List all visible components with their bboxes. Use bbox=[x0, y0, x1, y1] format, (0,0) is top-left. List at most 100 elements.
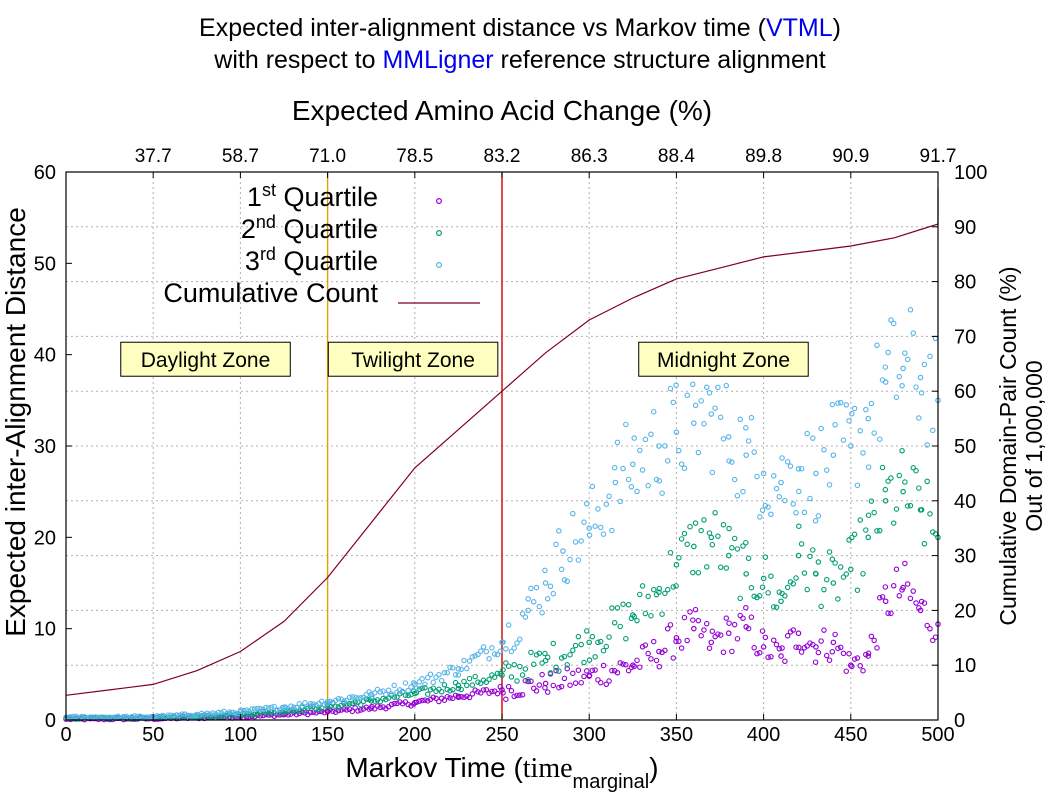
data-point bbox=[835, 400, 841, 406]
data-point bbox=[491, 688, 498, 694]
x-label-time: time bbox=[523, 753, 573, 784]
data-point bbox=[826, 549, 833, 555]
data-point bbox=[436, 671, 442, 678]
data-point bbox=[865, 464, 872, 470]
data-point bbox=[224, 710, 230, 717]
data-point bbox=[656, 443, 662, 449]
x-tick-labels: 0 50 100 150 200 250 300 350 400 450 500 bbox=[60, 714, 955, 746]
data-point bbox=[768, 511, 774, 517]
data-point bbox=[184, 712, 191, 719]
data-point bbox=[910, 588, 916, 594]
x-tick-label: 250 bbox=[485, 724, 518, 746]
data-point bbox=[318, 705, 325, 711]
data-point bbox=[734, 636, 741, 642]
data-point bbox=[592, 523, 598, 529]
data-point bbox=[757, 514, 763, 520]
data-point bbox=[871, 637, 877, 644]
title-text: reference structure alignment bbox=[494, 46, 826, 74]
data-point bbox=[639, 467, 646, 473]
data-point bbox=[823, 652, 830, 659]
data-point bbox=[450, 687, 456, 693]
data-point bbox=[475, 689, 481, 695]
data-point bbox=[695, 449, 702, 456]
data-point bbox=[327, 698, 333, 705]
data-point bbox=[385, 695, 392, 701]
data-point bbox=[840, 437, 847, 443]
data-point bbox=[910, 330, 916, 336]
data-point bbox=[67, 714, 74, 720]
data-point bbox=[597, 524, 604, 531]
data-point bbox=[807, 553, 813, 560]
data-point bbox=[586, 532, 593, 538]
data-point bbox=[517, 636, 523, 643]
data-point bbox=[910, 465, 916, 471]
data-point bbox=[650, 638, 657, 645]
data-point bbox=[525, 607, 531, 614]
data-point bbox=[708, 639, 715, 646]
data-point bbox=[341, 698, 347, 704]
data-point bbox=[464, 665, 470, 672]
data-point bbox=[215, 709, 222, 716]
data-point bbox=[709, 628, 716, 635]
data-point bbox=[254, 705, 261, 712]
data-point bbox=[642, 642, 649, 648]
data-point bbox=[544, 654, 551, 661]
data-point bbox=[464, 693, 470, 700]
data-point bbox=[840, 650, 847, 657]
data-point bbox=[533, 688, 540, 694]
data-point bbox=[823, 467, 830, 473]
data-point bbox=[176, 712, 183, 719]
data-point bbox=[617, 498, 623, 505]
data-point bbox=[751, 593, 757, 600]
data-point bbox=[812, 570, 819, 577]
data-point bbox=[316, 706, 322, 712]
x2-tick-label: 88.4 bbox=[658, 146, 695, 167]
x2-tick-labels: 37.7 58.7 71.0 78.5 83.2 86.3 88.4 89.8 90.9 91.7 bbox=[135, 146, 956, 178]
data-point bbox=[890, 320, 897, 327]
data-point bbox=[567, 682, 573, 688]
data-point bbox=[427, 686, 434, 693]
data-point bbox=[522, 614, 529, 620]
data-point bbox=[916, 415, 922, 421]
data-point bbox=[706, 390, 713, 396]
data-point bbox=[795, 630, 802, 637]
data-point bbox=[544, 689, 551, 695]
data-point bbox=[388, 691, 395, 697]
data-point bbox=[751, 449, 757, 455]
x-tick-label: 400 bbox=[747, 724, 780, 746]
data-point bbox=[371, 698, 378, 704]
data-point bbox=[249, 706, 255, 712]
data-point bbox=[455, 694, 462, 701]
data-point bbox=[743, 425, 749, 431]
data-point bbox=[726, 525, 732, 532]
data-point bbox=[684, 392, 690, 399]
data-point bbox=[397, 687, 403, 693]
data-point bbox=[743, 604, 749, 611]
data-point bbox=[475, 679, 481, 685]
data-point bbox=[399, 688, 406, 695]
data-point bbox=[341, 706, 347, 712]
data-point bbox=[455, 666, 462, 672]
data-point bbox=[904, 356, 911, 363]
x2-tick-label: 89.8 bbox=[745, 146, 782, 167]
data-point bbox=[332, 703, 339, 710]
data-point bbox=[904, 581, 911, 587]
x-label-main: Markov Time ( bbox=[345, 752, 523, 783]
x-tick-label: 350 bbox=[660, 724, 693, 746]
data-point bbox=[854, 587, 861, 593]
data-point bbox=[536, 603, 543, 610]
data-point bbox=[129, 713, 135, 720]
data-point bbox=[461, 694, 467, 701]
data-point bbox=[871, 509, 877, 516]
data-point bbox=[715, 384, 721, 391]
data-point bbox=[561, 653, 568, 660]
data-point bbox=[586, 672, 593, 679]
data-point bbox=[500, 639, 506, 645]
data-point bbox=[277, 710, 283, 716]
data-point bbox=[137, 713, 144, 720]
data-point bbox=[662, 443, 668, 449]
data-point bbox=[882, 364, 889, 370]
data-point bbox=[366, 689, 372, 695]
data-point bbox=[773, 485, 780, 492]
data-point bbox=[489, 688, 495, 695]
